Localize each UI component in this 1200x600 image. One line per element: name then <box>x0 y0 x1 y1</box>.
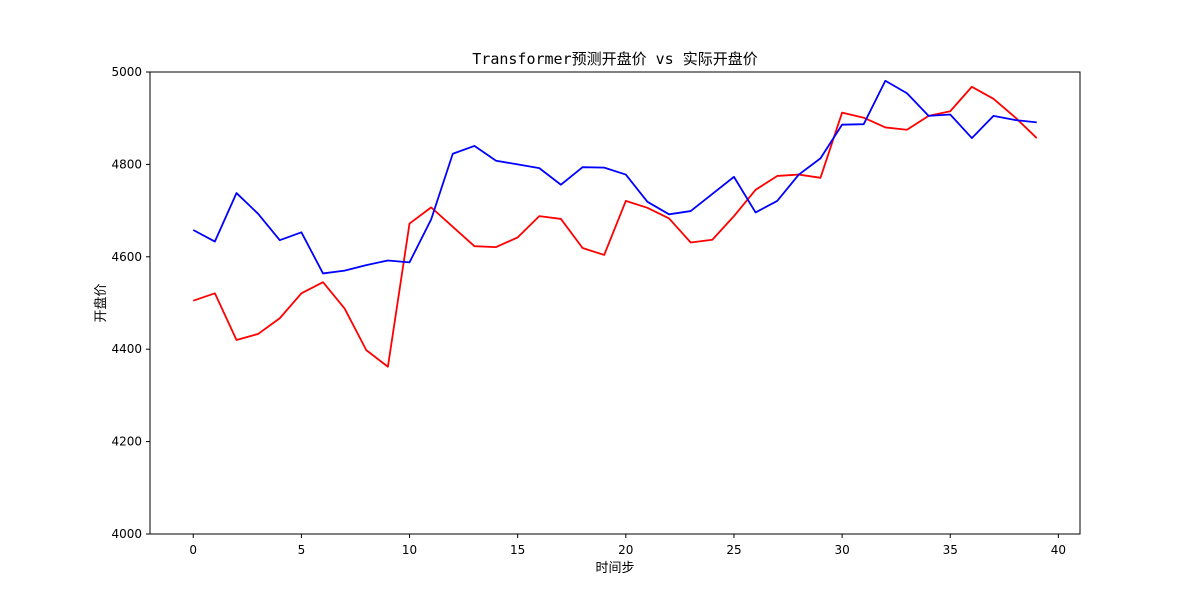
y-axis-label: 开盘价 <box>93 283 109 322</box>
x-tick-label: 0 <box>189 543 197 557</box>
x-axis-label: 时间步 <box>595 561 634 576</box>
x-tick-label: 20 <box>618 543 633 557</box>
y-tick-label: 4200 <box>111 435 142 449</box>
x-tick-label: 30 <box>834 543 849 557</box>
x-tick-label: 25 <box>726 543 741 557</box>
x-tick-label: 40 <box>1051 543 1066 557</box>
series-line-1 <box>192 85 1038 368</box>
x-tick-label: 5 <box>298 543 306 557</box>
x-tick-label: 35 <box>943 543 958 557</box>
plot-frame <box>149 71 1081 535</box>
series-line-2 <box>192 79 1037 275</box>
x-axis: 0 5 10 15 20 25 30 35 40 <box>189 534 1066 557</box>
y-tick-label: 5000 <box>111 65 142 79</box>
y-tick-label: 4600 <box>111 250 142 264</box>
chart-title: Transformer预测开盘价 vs 实际开盘价 <box>472 50 757 68</box>
y-axis: 4000 4200 4400 4600 4800 5000 <box>111 65 150 541</box>
series-layer <box>192 79 1038 368</box>
x-tick-label: 15 <box>510 543 525 557</box>
y-tick-label: 4800 <box>111 157 142 171</box>
y-tick-label: 4400 <box>111 342 142 356</box>
x-tick-label: 10 <box>402 543 417 557</box>
y-tick-label: 4000 <box>111 527 142 541</box>
